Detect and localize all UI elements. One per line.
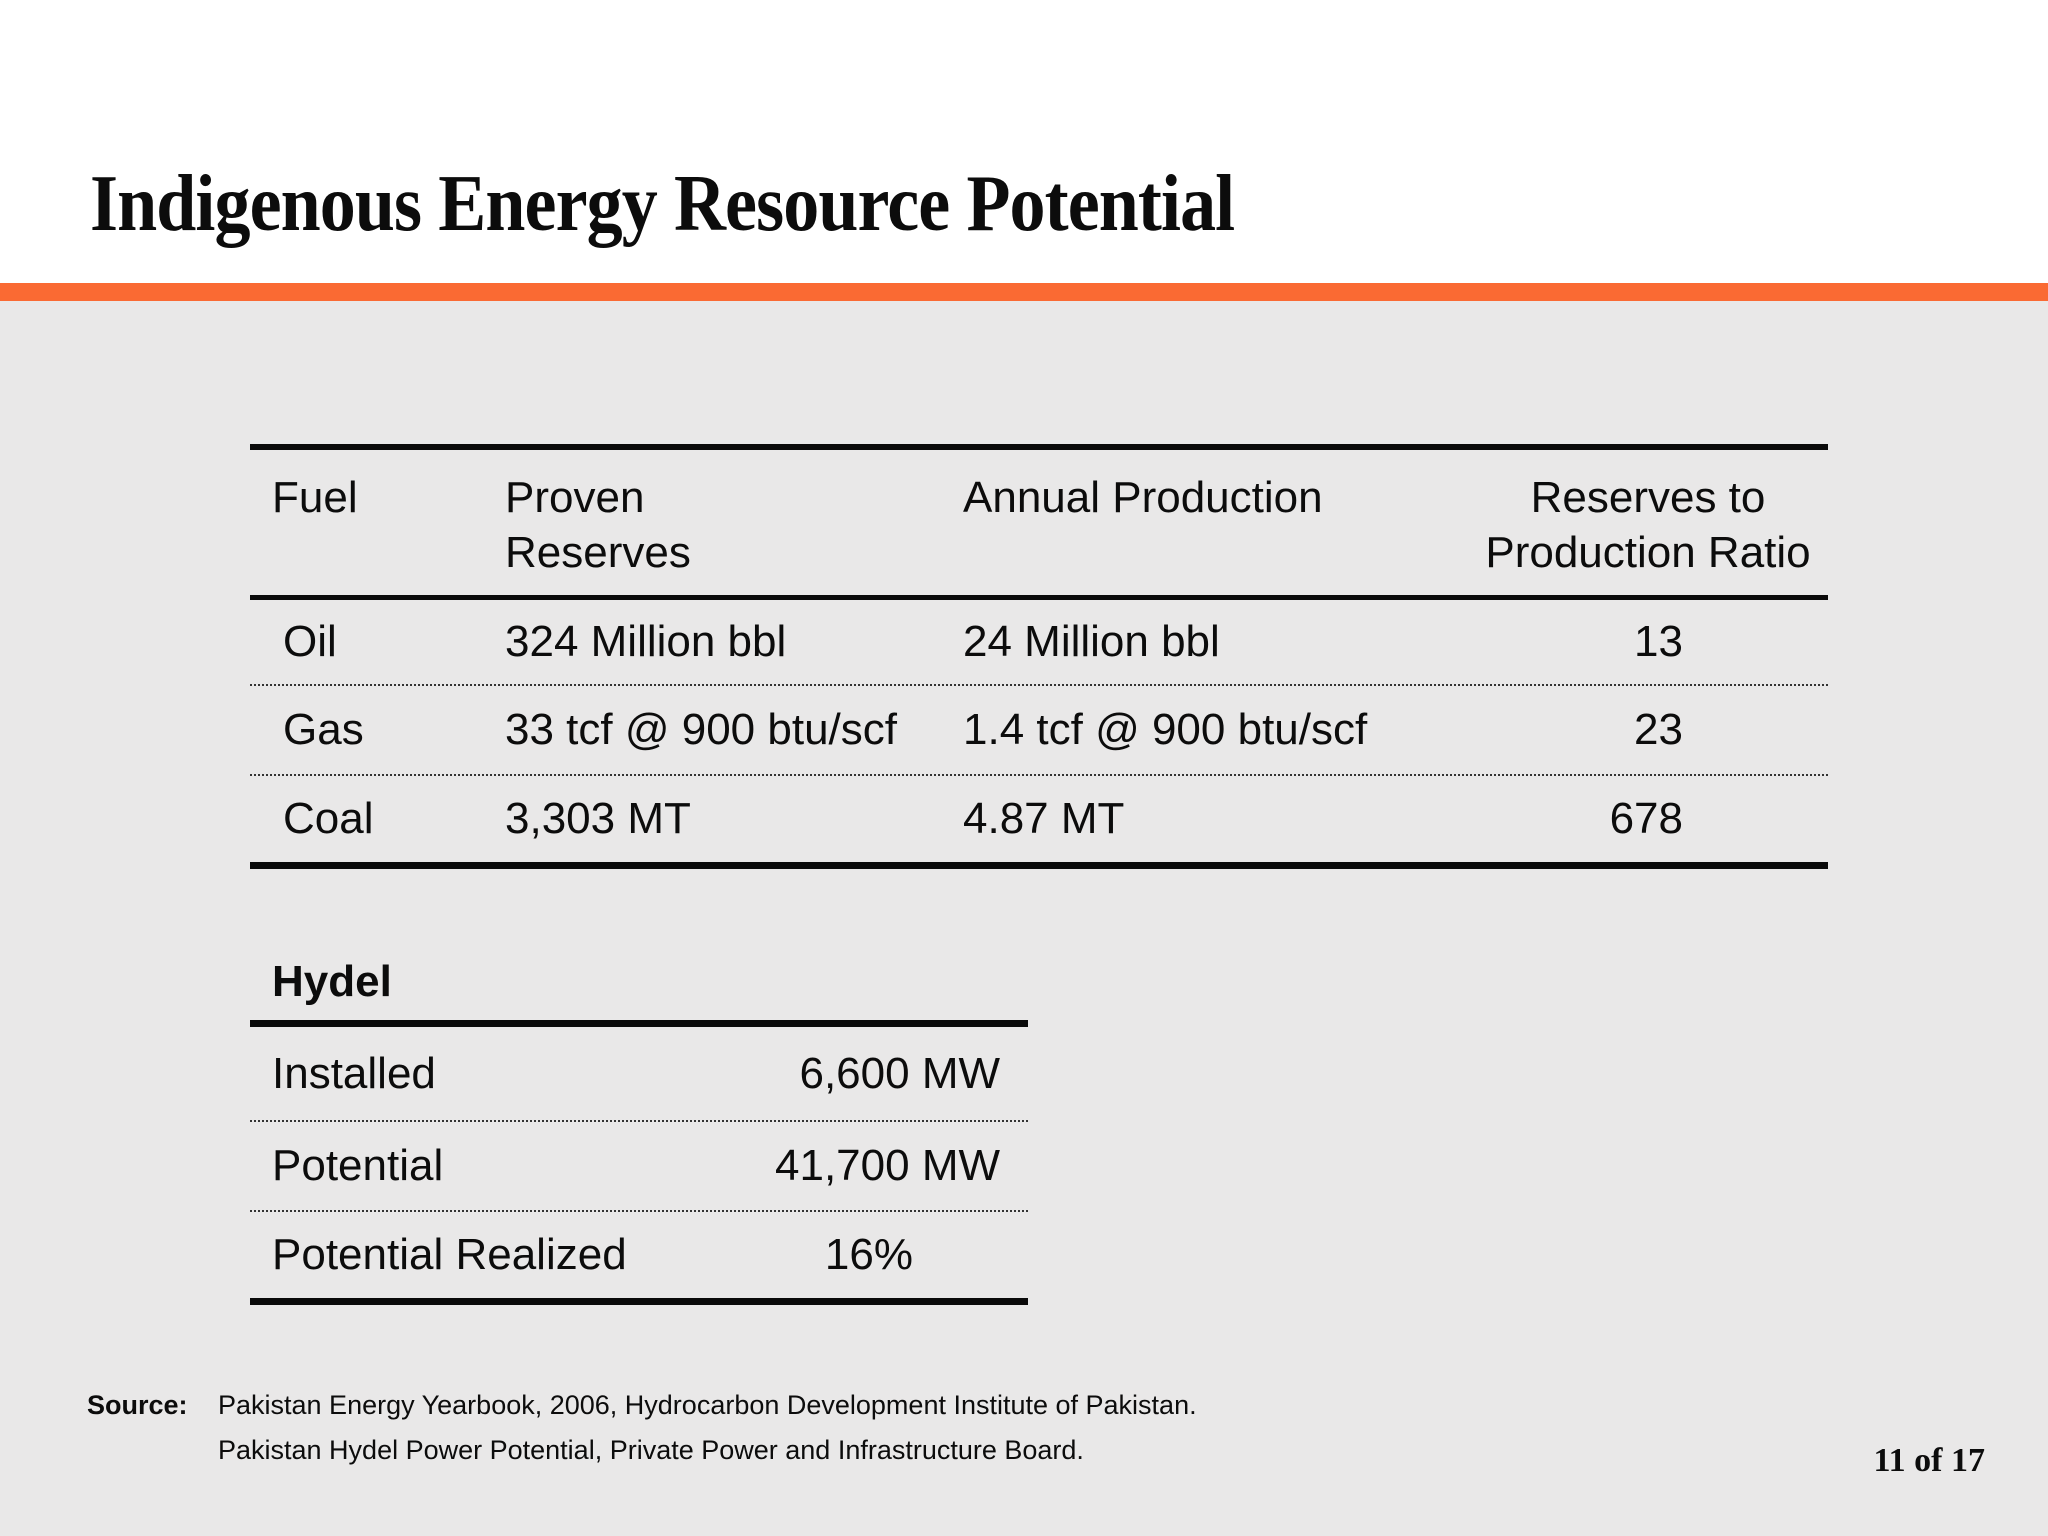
cell-proven-reserves: 3,303 MT: [505, 794, 691, 843]
cell-fuel: Oil: [283, 617, 337, 666]
table-row-potential: Potential 41,700 MW: [250, 1120, 1028, 1210]
table-row-coal: Coal 3,303 MT 4.87 MT 678: [250, 774, 1828, 862]
accent-divider-bar: [0, 283, 2048, 301]
content-background: [0, 301, 2048, 1536]
cell-label: Potential: [272, 1141, 444, 1190]
table-row-oil: Oil 324 Million bbl 24 Million bbl 13: [250, 600, 1828, 684]
page-title: Indigenous Energy Resource Potential: [90, 159, 1235, 248]
source-label: Source:: [87, 1390, 188, 1420]
cell-annual-production: 4.87 MT: [963, 794, 1125, 843]
cell-proven-reserves: 324 Million bbl: [505, 617, 787, 666]
cell-ratio: 13: [1634, 617, 1683, 666]
table-row-installed: Installed 6,600 MW: [250, 1027, 1028, 1120]
column-header-reserves-production-ratio: Reserves to Production Ratio: [1485, 473, 1811, 577]
cell-fuel: Gas: [283, 705, 364, 754]
hydel-table: Installed 6,600 MW Potential 41,700 MW P…: [250, 1020, 1028, 1305]
cell-ratio: 678: [1609, 794, 1683, 843]
cell-value: 6,600 MW: [799, 1048, 1000, 1098]
fuel-reserves-table: Fuel Proven Reserves Annual Production R…: [250, 444, 1828, 869]
cell-label: Potential Realized: [272, 1230, 627, 1279]
cell-label: Installed: [272, 1048, 436, 1098]
column-header-annual-production: Annual Production: [963, 473, 1323, 522]
source-line-2: Pakistan Hydel Power Potential, Private …: [218, 1435, 1084, 1465]
fuel-table-header-row: Fuel Proven Reserves Annual Production R…: [250, 450, 1828, 600]
source-line-1: Pakistan Energy Yearbook, 2006, Hydrocar…: [218, 1390, 1197, 1420]
cell-value: 16%: [824, 1230, 913, 1279]
column-header-proven-reserves: Proven Reserves: [505, 473, 691, 577]
cell-annual-production: 24 Million bbl: [963, 617, 1220, 666]
cell-fuel: Coal: [283, 794, 374, 843]
cell-ratio: 23: [1634, 705, 1683, 754]
hydel-section-title: Hydel: [272, 957, 392, 1006]
source-footnote: Source: Pakistan Energy Yearbook, 2006, …: [87, 1383, 1197, 1473]
cell-value: 41,700 MW: [775, 1141, 1000, 1190]
cell-annual-production: 1.4 tcf @ 900 btu/scf: [963, 705, 1368, 754]
cell-proven-reserves: 33 tcf @ 900 btu/scf: [505, 705, 897, 754]
source-text: Pakistan Energy Yearbook, 2006, Hydrocar…: [218, 1383, 1197, 1473]
table-row-potential-realized: Potential Realized 16%: [250, 1210, 1028, 1298]
table-row-gas: Gas 33 tcf @ 900 btu/scf 1.4 tcf @ 900 b…: [250, 684, 1828, 774]
page-number: 11 of 17: [1873, 1442, 1985, 1479]
column-header-fuel: Fuel: [272, 473, 358, 522]
